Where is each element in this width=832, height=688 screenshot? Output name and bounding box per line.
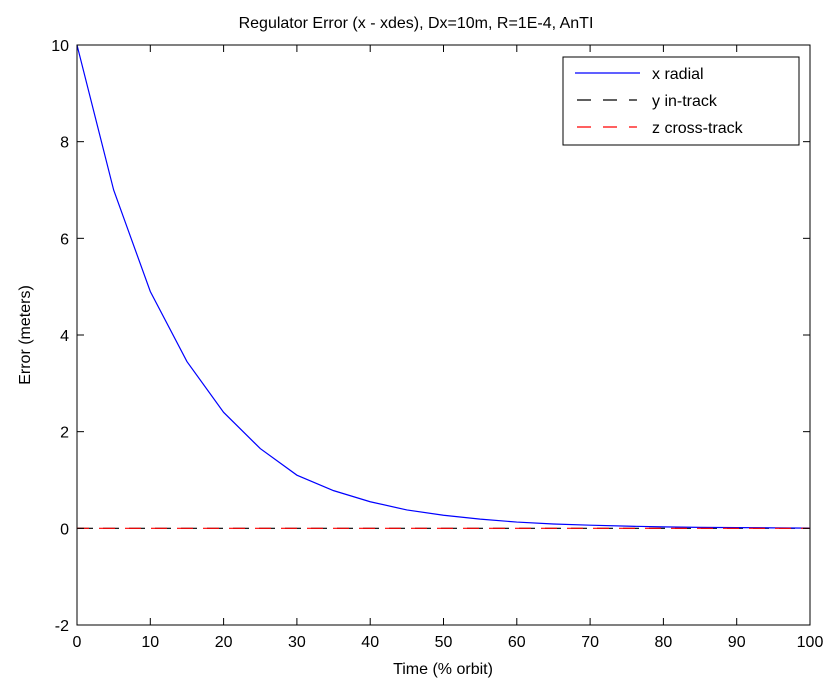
x-axis-label: Time (% orbit) [393,661,493,678]
legend-label: y in-track [652,93,718,110]
series-line-x-radial [76,44,811,529]
y-tick-label: 8 [60,135,69,152]
series-layer [76,44,811,529]
x-tick-label: 60 [508,634,526,651]
y-tick-label: -2 [55,618,69,635]
y-tick-label: 0 [60,521,69,538]
y-tick-label: 6 [60,231,69,248]
legend-label: z cross-track [652,120,744,137]
x-tick-label: 10 [141,634,159,651]
legend-label: x radial [652,66,704,83]
y-tick-label: 10 [51,38,69,55]
y-tick-label: 4 [60,328,69,345]
x-tick-label: 50 [435,634,453,651]
x-tick-label: 80 [655,634,673,651]
x-tick-label: 0 [73,634,82,651]
x-tick-label: 100 [797,634,824,651]
legend: x radial y in-track z cross-track [562,56,800,146]
legend-box [562,56,800,146]
legend-entries: x radial y in-track z cross-track [575,66,744,137]
x-tick-label: 30 [288,634,306,651]
chart-title: Regulator Error (x - xdes), Dx=10m, R=1E… [239,15,594,32]
x-tick-label: 70 [581,634,599,651]
y-axis-label: Error (meters) [17,285,34,385]
x-tick-label: 20 [215,634,233,651]
x-tick-label: 40 [361,634,379,651]
x-tick-label: 90 [728,634,746,651]
y-tick-label: 2 [60,425,69,442]
